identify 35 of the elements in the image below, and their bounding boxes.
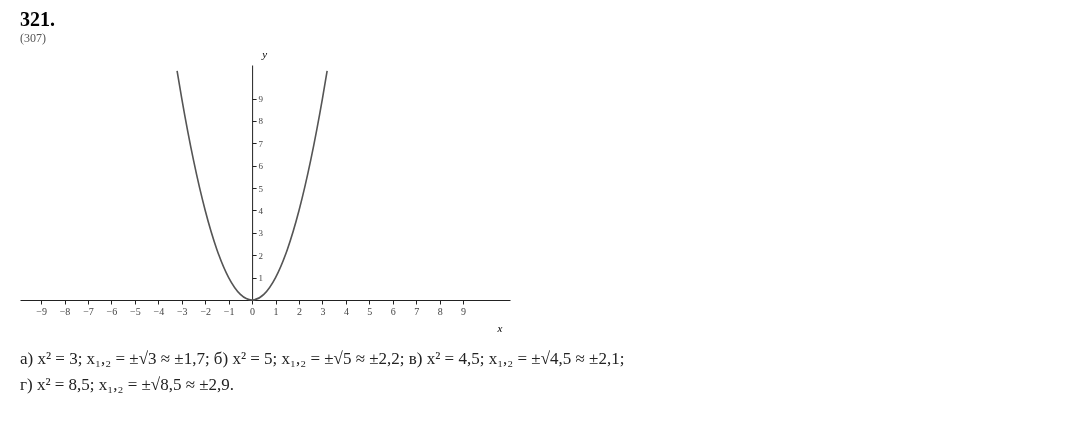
x-tick-label: 4 [343,305,349,317]
y-tick-label: 4 [258,205,264,216]
y-tick-label: 9 [258,94,264,105]
x-tick-label: 0 [250,305,256,317]
x-tick-label: −4 [153,305,165,317]
chart-subtitle: (307) [20,31,46,45]
x-tick-label: 2 [297,305,302,317]
x-tick-label: −3 [176,305,188,317]
y-axis-title: y [261,47,268,60]
x-tick-label: 6 [390,305,396,317]
x-tick-label: 1 [273,305,279,317]
x-tick-label: −5 [130,305,141,317]
x-tick-label: 3 [320,305,326,317]
x-tick-label: 7 [414,305,420,317]
y-tick-label: 6 [258,161,264,172]
line-series [176,70,328,301]
x-tick-label: −6 [106,305,118,317]
x-tick-label: 5 [367,305,373,317]
x-tick-label: 8 [437,305,443,317]
y-tick-label: 3 [258,228,264,239]
chart-title: 321. [20,8,55,30]
y-tick-label: 5 [258,183,264,194]
x-tick-label: −7 [83,305,94,317]
x-tick-label: −2 [200,305,212,317]
x-axis-title: x [496,321,503,334]
y-tick-label: 8 [258,116,264,127]
y-tick-label: 7 [258,138,264,149]
x-tick-label: −9 [36,305,47,317]
x-tick-label: 9 [461,305,467,317]
x-tick-label: −8 [59,305,71,317]
y-tick-label: 1 [258,273,264,284]
text: г) x² = 8,5; x₁,₂ = ±√8,5 ≈ ±2,9. [20,375,235,394]
x-tick-label: −1 [223,305,235,317]
text: а) x² = 3; x₁,₂ = ±√3 ≈ ±1,7; б) x² = 5; x₁,₂ = ±√5 ≈ ±2,2; в) x² = 4,5; x₁,₂ = ±√4,5 ≈ ±2,1; [20,349,625,368]
y-tick-label: 2 [258,250,264,261]
